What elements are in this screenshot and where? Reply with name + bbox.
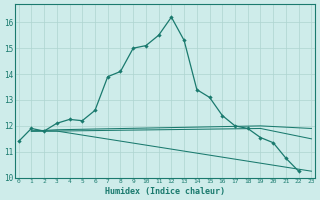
X-axis label: Humidex (Indice chaleur): Humidex (Indice chaleur) (105, 187, 225, 196)
